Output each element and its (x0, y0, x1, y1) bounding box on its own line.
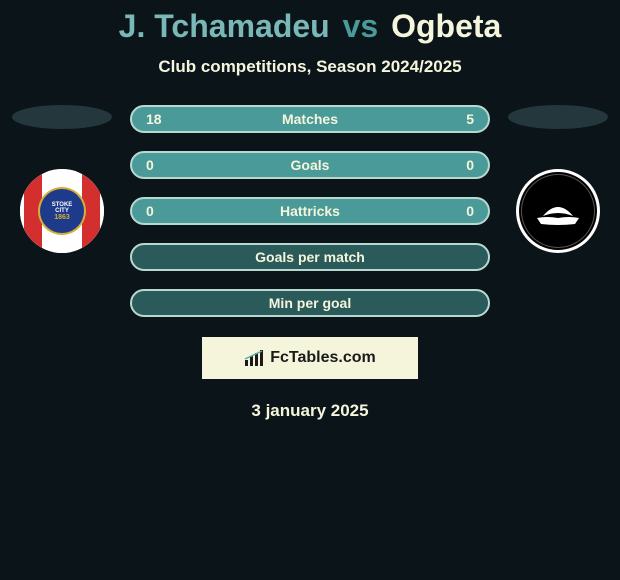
stat-left-value: 0 (146, 157, 166, 173)
comparison-infographic: J. Tchamadeu vs Ogbeta Club competitions… (0, 0, 620, 421)
player2-name: Ogbeta (391, 8, 501, 44)
date-label: 3 january 2025 (0, 401, 620, 421)
left-crest-column: STOKE CITY 1863 (12, 105, 112, 253)
vs-separator: vs (343, 8, 379, 44)
stat-label: Goals per match (255, 249, 365, 265)
ship-icon (535, 196, 581, 226)
stat-bar-matches: 18 Matches 5 (130, 105, 490, 133)
stat-label: Min per goal (269, 295, 351, 311)
stat-left-value: 18 (146, 111, 166, 127)
stat-label: Hattricks (280, 203, 340, 219)
right-shadow-ellipse (508, 105, 608, 129)
subtitle: Club competitions, Season 2024/2025 (0, 57, 620, 77)
stat-right-value: 0 (454, 157, 474, 173)
stat-bar-hattricks: 0 Hattricks 0 (130, 197, 490, 225)
watermark-badge: FcTables.com (202, 337, 418, 379)
stat-label: Goals (291, 157, 330, 173)
plymouth-argyle-crest (516, 169, 600, 253)
stat-bar-min-per-goal: Min per goal (130, 289, 490, 317)
stat-left-value: 0 (146, 203, 166, 219)
stat-right-value: 5 (454, 111, 474, 127)
stat-bar-goals: 0 Goals 0 (130, 151, 490, 179)
stats-column: 18 Matches 5 0 Goals 0 0 Hattricks 0 Goa… (130, 105, 490, 317)
stoke-city-crest: STOKE CITY 1863 (20, 169, 104, 253)
stat-label: Matches (282, 111, 338, 127)
watermark-text: FcTables.com (270, 349, 376, 367)
player1-name: J. Tchamadeu (119, 8, 330, 44)
left-shadow-ellipse (12, 105, 112, 129)
main-row: STOKE CITY 1863 18 Matches 5 0 Goals 0 0… (0, 105, 620, 317)
crest-center-circle: STOKE CITY 1863 (40, 189, 84, 233)
stat-bar-goals-per-match: Goals per match (130, 243, 490, 271)
bar-chart-icon (244, 350, 264, 366)
page-title: J. Tchamadeu vs Ogbeta (0, 8, 620, 45)
stat-right-value: 0 (454, 203, 474, 219)
crest-year: 1863 (54, 214, 70, 221)
right-crest-column (508, 105, 608, 253)
crest-stripe (82, 169, 100, 253)
